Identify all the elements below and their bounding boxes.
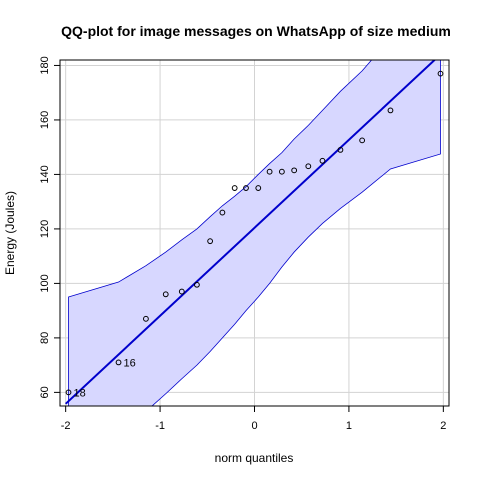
y-tick-label-0: 60 [39, 386, 51, 398]
x-tick-label-4: 2 [440, 420, 446, 432]
point-annotation-0: 16 [124, 357, 136, 369]
data-point-4 [178, 288, 185, 295]
x-axis-label: norm quantiles [215, 451, 294, 465]
data-point-15 [319, 157, 326, 164]
data-point-17 [359, 137, 366, 144]
y-tick-label-5: 160 [39, 111, 51, 129]
data-point-11 [266, 168, 273, 175]
chart-title: QQ-plot for image messages on WhatsApp o… [61, 23, 451, 39]
data-point-6 [207, 238, 214, 245]
data-point-10 [255, 185, 262, 191]
data-point-5 [194, 281, 200, 288]
data-point-3 [162, 291, 169, 298]
y-tick-label-3: 120 [39, 220, 51, 238]
point-annotation-1: 18 [73, 387, 85, 399]
data-points [65, 70, 444, 396]
y-tick-label-2: 100 [39, 274, 51, 292]
x-tick-label-0: -2 [61, 420, 71, 432]
data-point-2 [143, 315, 149, 322]
y-tick-label-4: 140 [39, 165, 51, 183]
data-point-0 [65, 389, 72, 396]
data-point-14 [305, 163, 312, 170]
y-axis-label: Energy (Joules) [3, 191, 17, 275]
y-tick-label-1: 80 [39, 332, 51, 344]
y-tick-label-6: 180 [39, 56, 51, 74]
data-point-8 [231, 185, 238, 191]
data-point-13 [291, 167, 298, 174]
confidence-envelope [68, 60, 441, 406]
x-axis: -2 -1 0 1 2 [61, 405, 446, 432]
x-tick-label-1: -1 [155, 420, 165, 432]
data-point-9 [243, 185, 249, 191]
x-tick-label-3: 1 [346, 420, 352, 432]
data-point-1 [115, 359, 122, 366]
data-point-12 [278, 168, 285, 175]
data-point-16 [337, 147, 344, 153]
data-point-19 [437, 70, 444, 77]
x-tick-label-2: 0 [251, 420, 257, 432]
data-point-18 [387, 107, 394, 114]
y-axis: 60 80 100 120 140 160 180 [39, 56, 61, 399]
reference-line [64, 60, 437, 405]
data-point-7 [219, 209, 226, 216]
